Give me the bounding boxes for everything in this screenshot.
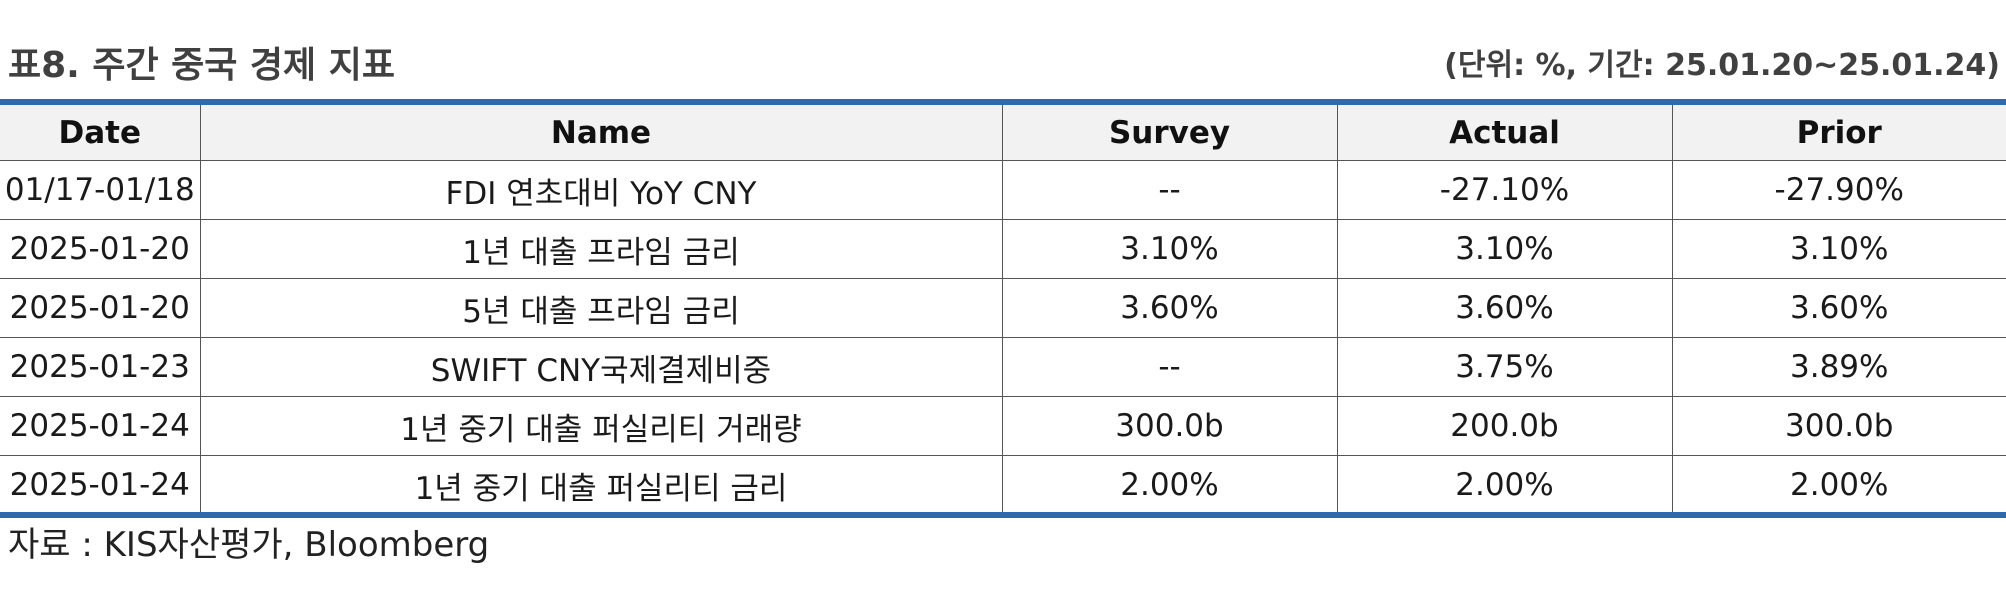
cell-date: 2025-01-24	[0, 396, 200, 456]
table-row: 2025-01-23 SWIFT CNY국제결제비중 -- 3.75% 3.89…	[0, 337, 2006, 397]
table-title: 표8. 주간 중국 경제 지표	[8, 45, 395, 86]
cell-prior: 3.89%	[1671, 337, 2006, 397]
table-row: 01/17-01/18 FDI 연초대비 YoY CNY -- -27.10% …	[0, 160, 2006, 220]
cell-actual: 3.75%	[1336, 337, 1672, 397]
cell-prior: 3.60%	[1671, 278, 2006, 338]
cell-name: SWIFT CNY국제결제비중	[199, 337, 1002, 397]
cell-date: 01/17-01/18	[0, 160, 200, 220]
cell-prior: 3.10%	[1671, 219, 2006, 279]
cell-name: 1년 중기 대출 퍼실리티 거래량	[199, 396, 1002, 456]
top-rule	[0, 99, 2006, 105]
column-header-prior: Prior	[1671, 105, 2006, 161]
cell-name: 5년 대출 프라임 금리	[199, 278, 1002, 338]
table-row: 2025-01-24 1년 중기 대출 퍼실리티 금리 2.00% 2.00% …	[0, 455, 2006, 514]
china-economic-indicators-table: Date Name Survey Actual Prior 01/17-01/1…	[0, 105, 2006, 514]
cell-prior: 2.00%	[1671, 455, 2006, 514]
cell-actual: 2.00%	[1336, 455, 1672, 514]
cell-survey: 300.0b	[1001, 396, 1337, 456]
column-header-date: Date	[0, 105, 200, 161]
cell-date: 2025-01-20	[0, 219, 200, 279]
unit-period-note: (단위: %, 기간: 25.01.20~25.01.24)	[1444, 48, 2000, 83]
table-row: 2025-01-24 1년 중기 대출 퍼실리티 거래량 300.0b 200.…	[0, 396, 2006, 456]
column-header-name: Name	[199, 105, 1002, 161]
cell-name: 1년 대출 프라임 금리	[199, 219, 1002, 279]
cell-survey: --	[1001, 337, 1337, 397]
table-row: 2025-01-20 5년 대출 프라임 금리 3.60% 3.60% 3.60…	[0, 278, 2006, 338]
cell-survey: --	[1001, 160, 1337, 220]
cell-date: 2025-01-24	[9, 467, 190, 503]
cell-date: 2025-01-23	[0, 337, 200, 397]
cell-date: 2025-01-20	[0, 278, 200, 338]
cell-actual: -27.10%	[1336, 160, 1672, 220]
cell-actual: 200.0b	[1336, 396, 1672, 456]
cell-name: FDI 연초대비 YoY CNY	[199, 160, 1002, 220]
cell-actual: 3.10%	[1336, 219, 1672, 279]
table-header-row: Date Name Survey Actual Prior	[0, 105, 2006, 161]
column-header-actual: Actual	[1336, 105, 1672, 161]
table-header-area: 표8. 주간 중국 경제 지표 (단위: %, 기간: 25.01.20~25.…	[0, 40, 2006, 92]
column-header-survey: Survey	[1001, 105, 1337, 161]
cell-survey: 2.00%	[1001, 455, 1337, 514]
table-row: 2025-01-20 1년 대출 프라임 금리 3.10% 3.10% 3.10…	[0, 219, 2006, 279]
bottom-rule	[0, 512, 2006, 518]
source-note: 자료 : KIS자산평가, Bloomberg	[8, 525, 490, 565]
cell-survey: 3.10%	[1001, 219, 1337, 279]
cell-survey: 3.60%	[1001, 278, 1337, 338]
cell-prior: 300.0b	[1671, 396, 2006, 456]
cell-name: 1년 중기 대출 퍼실리티 금리	[199, 455, 1002, 514]
cell-actual: 3.60%	[1336, 278, 1672, 338]
cell-prior: -27.90%	[1671, 160, 2006, 220]
